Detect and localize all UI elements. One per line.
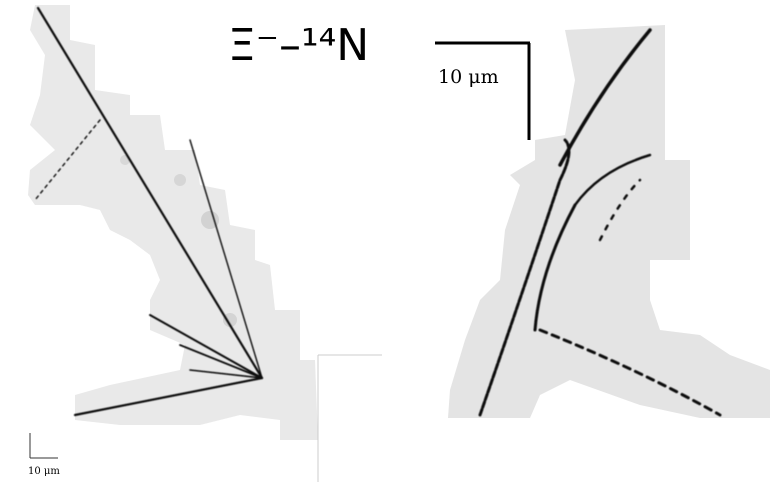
scale-label: 10 μm bbox=[28, 466, 60, 477]
scale-label: 10 μm bbox=[438, 66, 499, 88]
right-scale-bar: 10 μm bbox=[435, 43, 530, 140]
left-emulsion-image bbox=[28, 5, 382, 482]
figure: 10 μm 10 μm Ξ⁻–¹⁴N bbox=[0, 0, 770, 482]
title: Ξ⁻–¹⁴N bbox=[228, 20, 369, 71]
left-scale-bar: 10 μm bbox=[28, 433, 60, 477]
